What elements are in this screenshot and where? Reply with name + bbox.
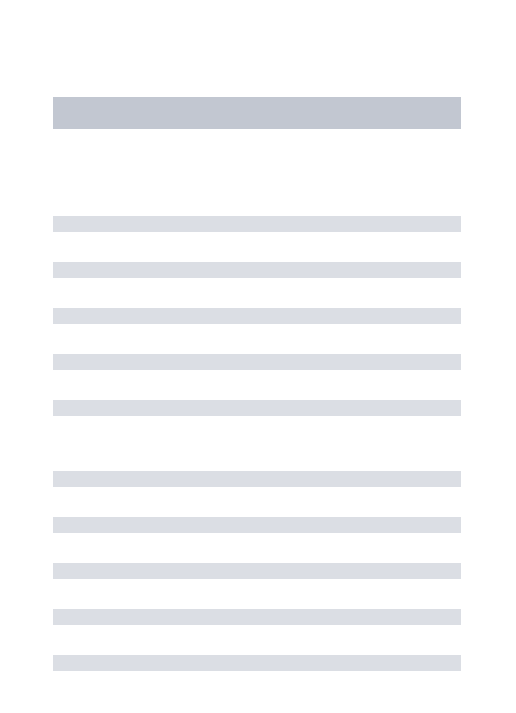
skeleton-line [53, 400, 461, 416]
skeleton-line [53, 655, 461, 671]
skeleton-line [53, 517, 461, 533]
skeleton-line [53, 471, 461, 487]
skeleton-line [53, 563, 461, 579]
skeleton-container [0, 0, 516, 713]
skeleton-line [53, 308, 461, 324]
skeleton-line [53, 216, 461, 232]
skeleton-line [53, 609, 461, 625]
skeleton-line [53, 354, 461, 370]
skeleton-line [53, 262, 461, 278]
skeleton-title-bar [53, 97, 461, 129]
